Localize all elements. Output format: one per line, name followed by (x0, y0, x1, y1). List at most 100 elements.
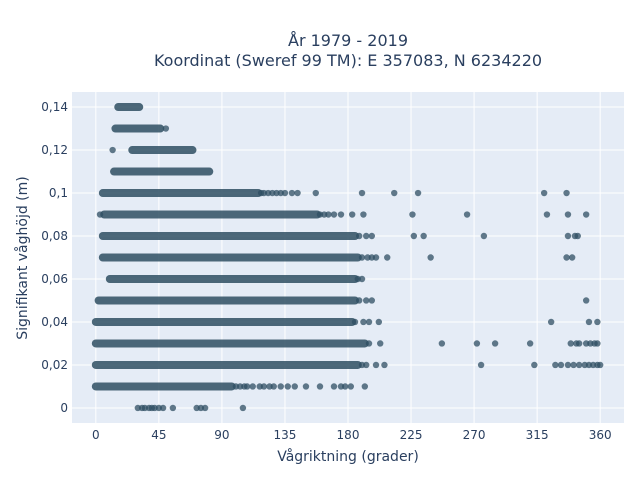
data-point (341, 383, 349, 390)
data-point (526, 340, 534, 347)
data-point (547, 318, 555, 326)
data-point (473, 340, 481, 347)
data-point (531, 361, 538, 369)
data-point (356, 232, 363, 240)
x-tick-label: 135 (274, 428, 297, 442)
data-point (570, 361, 577, 369)
data-point (377, 340, 384, 347)
data-point (356, 297, 363, 304)
data-point (564, 361, 572, 369)
data-point (372, 361, 380, 369)
x-tick-label: 0 (92, 428, 100, 442)
data-point (249, 383, 256, 390)
x-tick-label: 270 (463, 428, 486, 442)
data-point (463, 211, 471, 218)
data-point (409, 211, 416, 218)
data-point (575, 340, 583, 347)
data-point (582, 211, 590, 218)
x-tick-label: 90 (214, 428, 229, 442)
chart-title-line-2: Koordinat (Sweref 99 TM): E 357083, N 62… (154, 51, 542, 70)
data-point (351, 318, 359, 326)
data-point (585, 318, 593, 326)
data-point (596, 361, 604, 369)
data-point (582, 297, 590, 304)
x-tick-label: 225 (400, 428, 423, 442)
data-point (312, 189, 319, 197)
data-point (391, 189, 398, 197)
data-point (477, 361, 485, 369)
data-point (381, 361, 388, 369)
data-point (552, 361, 559, 369)
data-point (360, 211, 367, 218)
data-point (260, 383, 268, 390)
data-point (201, 404, 209, 412)
y-tick-label: 0 (60, 401, 68, 415)
data-point (239, 404, 247, 412)
data-point (288, 189, 296, 197)
x-tick-label: 360 (589, 428, 612, 442)
data-point (337, 211, 345, 218)
data-point (575, 361, 583, 369)
y-tick-label: 0,08 (41, 229, 68, 243)
y-tick-label: 0,02 (41, 358, 68, 372)
data-point (438, 340, 446, 347)
data-point (243, 383, 251, 390)
data-point (363, 361, 370, 369)
data-point (372, 254, 380, 261)
data-point (410, 232, 418, 240)
x-tick-label: 45 (151, 428, 166, 442)
x-tick-label: 315 (526, 428, 549, 442)
data-point (169, 404, 177, 412)
data-point (563, 254, 570, 261)
data-point (375, 318, 383, 326)
data-point (368, 297, 376, 304)
data-point (480, 232, 488, 240)
data-point (325, 211, 332, 218)
data-point (420, 232, 427, 240)
data-point (316, 383, 324, 390)
data-point (358, 254, 366, 261)
data-point (363, 297, 370, 304)
data-point (491, 340, 499, 347)
data-point (159, 404, 167, 412)
data-point (291, 383, 298, 390)
chart-title-line-1: År 1979 - 2019 (288, 31, 408, 50)
data-point (543, 211, 551, 218)
y-tick-label: 0,14 (41, 100, 68, 114)
y-tick-label: 0,04 (41, 315, 68, 329)
data-point (574, 232, 581, 240)
data-point (294, 189, 301, 197)
data-point (347, 383, 355, 390)
data-point (358, 275, 366, 283)
data-point (361, 383, 369, 390)
y-tick-label: 0,12 (41, 143, 68, 157)
data-point (557, 361, 565, 369)
data-point (594, 340, 601, 347)
y-axis-title: Signifikant våghöjd (m) (14, 176, 31, 339)
data-point (368, 232, 376, 240)
data-point (284, 383, 291, 390)
x-axis-ticks: 0 45 90 135 180 225 270 315 360 (92, 428, 612, 442)
data-point (109, 146, 116, 154)
data-point (365, 340, 373, 347)
data-point (162, 125, 170, 132)
data-point (96, 211, 104, 218)
data-point (365, 318, 373, 326)
data-point (360, 318, 367, 326)
data-point (567, 340, 574, 347)
y-axis-ticks: 0 0,02 0,04 0,06 0,08 0,1 0,12 0,14 (41, 100, 68, 415)
data-point (358, 189, 366, 197)
x-tick-label: 180 (337, 428, 360, 442)
data-point (540, 189, 548, 197)
data-point (427, 254, 434, 261)
data-point (330, 383, 338, 390)
data-points (91, 103, 604, 412)
data-point (563, 189, 570, 197)
data-point (414, 189, 422, 197)
y-tick-label: 0,1 (49, 186, 68, 200)
data-point (568, 254, 576, 261)
data-point (564, 232, 572, 240)
data-point (270, 383, 277, 390)
data-point (281, 189, 289, 197)
